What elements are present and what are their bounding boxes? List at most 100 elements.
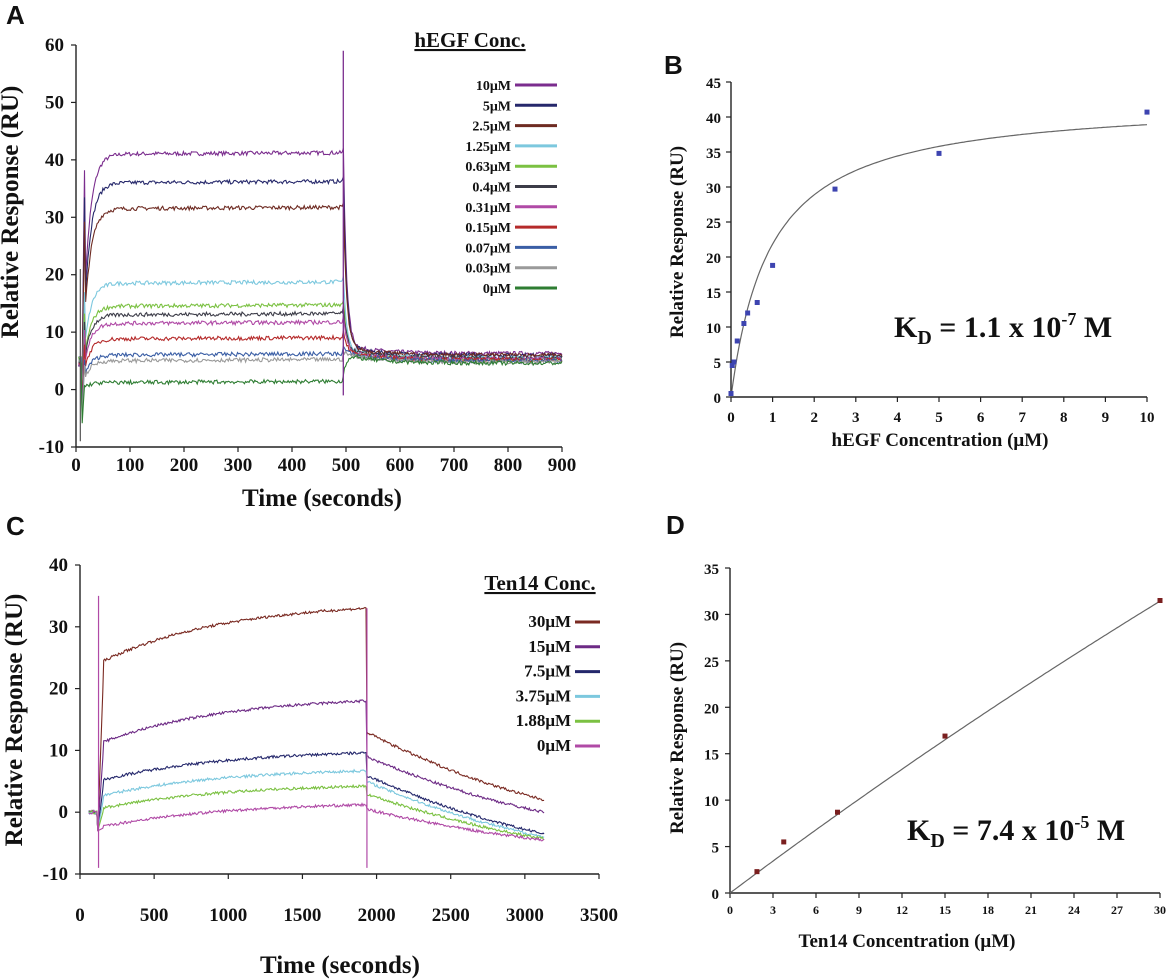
legend-title: hEGF Conc. xyxy=(414,28,525,52)
data-point xyxy=(942,733,948,739)
x-axis-label: hEGF Concentration (μM) xyxy=(832,430,1049,451)
x-tick-label: 700 xyxy=(440,455,469,476)
x-tick-label: 6 xyxy=(813,903,819,917)
y-tick-label: -10 xyxy=(43,864,68,885)
series-line xyxy=(78,148,563,371)
data-point xyxy=(729,363,735,368)
x-tick-label: 3500 xyxy=(580,905,618,926)
legend-label: 0μM xyxy=(483,282,511,297)
series-line xyxy=(88,606,545,831)
x-tick-label: 5 xyxy=(935,410,943,426)
x-tick-label: 15 xyxy=(939,903,951,917)
y-tick-label: 20 xyxy=(704,701,719,717)
y-tick-label: 30 xyxy=(49,617,68,638)
data-point xyxy=(728,391,734,396)
y-tick-label: 20 xyxy=(706,251,721,267)
x-tick-label: 9 xyxy=(1102,410,1110,426)
y-tick-label: 15 xyxy=(704,748,719,764)
x-tick-label: 9 xyxy=(856,903,862,917)
y-tick-label: 40 xyxy=(706,111,721,127)
y-tick-label: 0 xyxy=(712,887,720,903)
legend-label: 1.88μM xyxy=(516,711,571,730)
y-tick-label: 20 xyxy=(45,265,64,286)
x-tick-label: 600 xyxy=(386,455,415,476)
x-tick-label: 900 xyxy=(548,455,577,476)
x-tick-label: 30 xyxy=(1154,903,1166,917)
x-tick-label: 200 xyxy=(170,455,199,476)
series-line xyxy=(88,783,545,841)
legend-label: 1.25μM xyxy=(465,140,511,155)
data-point xyxy=(770,262,776,268)
data-point xyxy=(754,300,760,305)
legend-label: 0.31μM xyxy=(465,201,511,216)
data-point xyxy=(781,839,787,845)
data-point xyxy=(936,150,942,156)
x-tick-label: 0 xyxy=(727,410,735,426)
x-tick-label: 4 xyxy=(894,410,902,426)
x-tick-label: 2000 xyxy=(358,905,396,926)
x-axis-label: Ten14 Concentration (μM) xyxy=(799,931,1016,952)
legend-label: 3.75μM xyxy=(516,686,571,705)
y-tick-label: 0 xyxy=(59,802,69,823)
data-point xyxy=(741,321,747,326)
x-tick-label: 400 xyxy=(278,455,307,476)
y-tick-label: 10 xyxy=(49,740,68,761)
legend-label: 0.4μM xyxy=(472,181,511,196)
data-point xyxy=(731,359,737,365)
x-tick-label: 6 xyxy=(977,410,985,426)
x-axis-label: Time (seconds) xyxy=(242,485,402,512)
legend-label: 0.07μM xyxy=(465,241,511,256)
legend-title: Ten14 Conc. xyxy=(484,571,595,595)
x-tick-label: 0 xyxy=(71,455,81,476)
x-tick-label: 1500 xyxy=(283,905,321,926)
y-tick-label: 40 xyxy=(49,555,68,576)
kd-annotation: KD = 7.4 x 10-5 M xyxy=(907,812,1125,852)
series-line xyxy=(88,699,545,831)
kd-annotation: KD = 1.1 x 10-7 M xyxy=(894,309,1112,349)
x-tick-label: 18 xyxy=(982,903,994,917)
legend-label: 7.5μM xyxy=(524,662,571,681)
x-tick-label: 3 xyxy=(770,903,776,917)
x-tick-label: 8 xyxy=(1060,410,1068,426)
data-point xyxy=(734,338,740,344)
data-point xyxy=(745,310,751,316)
y-tick-label: 20 xyxy=(49,679,68,700)
series-line xyxy=(78,330,563,414)
series-line xyxy=(78,202,563,383)
x-tick-label: 0 xyxy=(75,905,85,926)
y-tick-label: 15 xyxy=(706,286,721,302)
y-tick-label: 35 xyxy=(706,146,721,162)
legend-label: 0.63μM xyxy=(465,160,511,175)
series-line xyxy=(88,768,545,839)
y-tick-label: 10 xyxy=(706,321,721,337)
panel-label: A xyxy=(6,0,25,30)
y-axis-label: Relative Response (RU) xyxy=(0,86,24,339)
x-tick-label: 100 xyxy=(116,455,145,476)
data-point xyxy=(835,809,840,815)
legend-label: 5μM xyxy=(483,99,511,114)
x-tick-label: 27 xyxy=(1111,903,1123,917)
y-tick-label: 35 xyxy=(704,562,719,578)
x-tick-label: 0 xyxy=(727,903,733,917)
y-axis-label: Relative Response (RU) xyxy=(667,146,688,338)
panel-label: B xyxy=(664,50,683,80)
y-axis-label: Relative Response (RU) xyxy=(667,642,688,834)
x-tick-label: 800 xyxy=(494,455,523,476)
y-tick-label: 10 xyxy=(704,794,719,810)
legend-label: 0μM xyxy=(537,736,571,755)
x-tick-label: 12 xyxy=(896,903,908,917)
y-tick-label: 5 xyxy=(712,841,720,857)
legend-label: 0.03μM xyxy=(465,262,511,277)
series-line xyxy=(88,751,545,835)
data-point xyxy=(832,186,838,192)
series-line xyxy=(78,344,563,417)
x-tick-label: 3 xyxy=(852,410,860,426)
y-tick-label: -10 xyxy=(39,437,64,458)
y-tick-label: 50 xyxy=(45,92,64,113)
legend-label: 30μM xyxy=(528,612,571,631)
x-tick-label: 1000 xyxy=(209,905,247,926)
data-point xyxy=(1157,598,1163,603)
series-line xyxy=(88,802,545,842)
